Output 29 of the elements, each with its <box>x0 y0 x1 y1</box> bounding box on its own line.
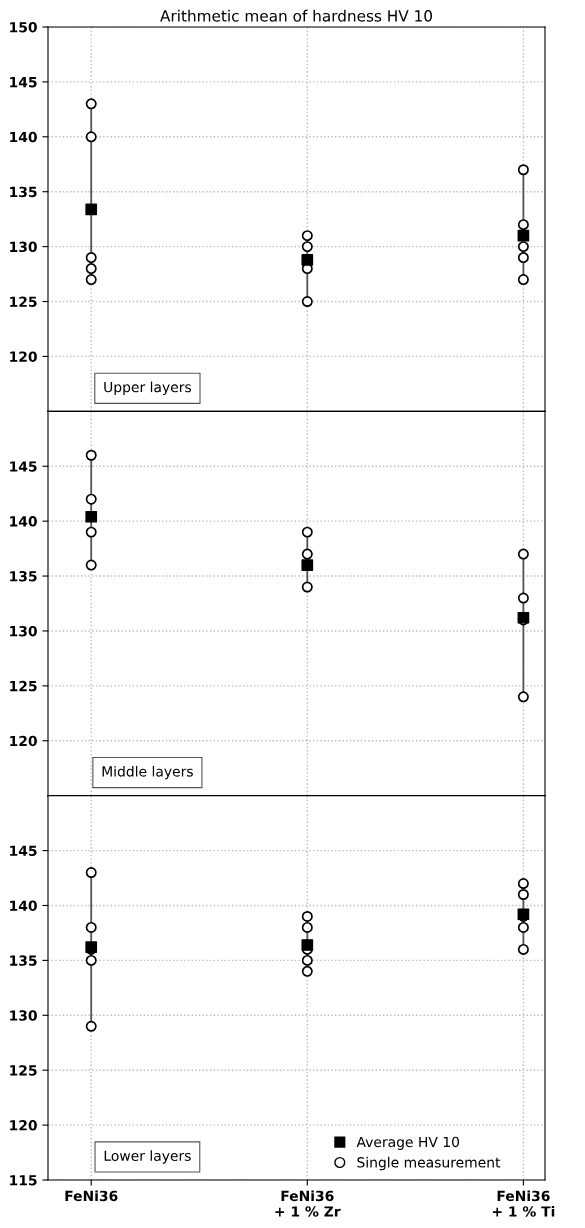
y-tick-label: 125 <box>10 1065 37 1076</box>
y-tick-label: 125 <box>10 680 37 692</box>
y-tick-label: 145 <box>10 77 37 88</box>
y-tick-label: 120 <box>10 735 37 747</box>
y-tick-label: 140 <box>10 131 37 143</box>
annotation: Middle layers <box>102 765 193 780</box>
chart-title: Arithmetic mean of hardness HV 10 <box>160 9 433 22</box>
annotation: Upper layers <box>104 381 191 395</box>
legend-label: Average HV 10 <box>356 1136 460 1150</box>
y-tick-label: 130 <box>10 625 37 637</box>
y-tick-label: 135 <box>10 186 37 198</box>
y-tick-label: 115 <box>10 1175 37 1186</box>
y-tick-label: 145 <box>10 845 37 857</box>
y-tick-label: 150 <box>10 21 37 33</box>
y-tick-label: 125 <box>10 296 37 307</box>
annotation: Lower layers <box>104 1150 191 1164</box>
y-tick-label: 120 <box>10 1120 37 1131</box>
legend-label: Single measurement <box>357 1156 501 1171</box>
y-tick-label: 145 <box>10 461 37 472</box>
y-tick-label: 140 <box>10 900 37 911</box>
x-tick-label: FeNi36 + 1 % Zr <box>275 1190 341 1217</box>
y-tick-label: 130 <box>10 1010 37 1021</box>
x-tick-label: FeNi36 <box>65 1190 118 1202</box>
y-tick-label: 130 <box>10 241 37 253</box>
y-tick-label: 135 <box>10 571 37 582</box>
y-tick-label: 120 <box>10 351 37 362</box>
y-tick-label: 140 <box>10 516 37 527</box>
x-tick-label: FeNi36 + 1 % Ti <box>492 1190 555 1217</box>
y-tick-label: 135 <box>10 955 37 966</box>
